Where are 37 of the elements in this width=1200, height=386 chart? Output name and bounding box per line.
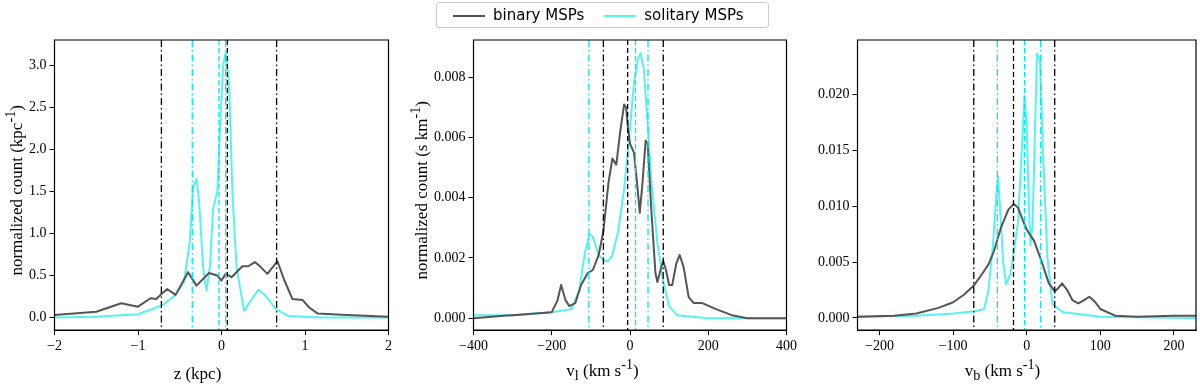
- y-tick-label: 1.0: [29, 225, 47, 241]
- x-axis-title: v$_{b}$ (km s$^{-1}$): [963, 355, 1042, 384]
- x-axis-title: z (kpc): [172, 364, 223, 384]
- x-tick-label: −200: [865, 338, 895, 354]
- x-tick-label: 400: [776, 338, 797, 354]
- y-tick-label: 2.0: [29, 141, 47, 157]
- y-tick-label: 0.015: [818, 142, 850, 158]
- x-tick-label: 0: [626, 338, 634, 354]
- x-tick-label: −200: [537, 338, 567, 354]
- x-tick-label: 0: [1023, 338, 1031, 354]
- y-tick-label: 0.020: [818, 86, 850, 102]
- x-tick-label: 200: [1163, 338, 1185, 354]
- legend-label: solitary MSPs: [644, 6, 744, 24]
- y-tick-label: 0.008: [434, 69, 466, 84]
- y-tick-label: 3.0: [29, 56, 47, 72]
- x-tick-label: −2: [47, 338, 62, 354]
- y-tick-label: 0.010: [818, 197, 850, 213]
- y-tick-label: 0.005: [818, 253, 850, 269]
- y-tick-label: 0.006: [434, 129, 466, 145]
- y-tick-label: 0.002: [434, 249, 466, 265]
- y-tick-label: 0.000: [434, 309, 466, 325]
- x-axis-title: v$_{l}$ (km s$^{-1}$): [565, 355, 640, 384]
- x-tick-label: −400: [459, 338, 488, 354]
- y-tick-label: 0.004: [434, 189, 466, 205]
- x-tick-label: −1: [130, 338, 146, 354]
- x-tick-label: 1: [301, 338, 309, 354]
- y-tick-label: 0.5: [29, 267, 47, 283]
- x-tick-label: 2: [385, 338, 392, 354]
- x-tick-label: 200: [697, 338, 719, 354]
- y-tick-label: 0.0: [29, 309, 47, 325]
- legend-label: binary MSPs: [493, 6, 585, 24]
- x-tick-label: −100: [938, 338, 968, 354]
- y-tick-label: 0.000: [818, 309, 850, 325]
- y-tick-label: 2.5: [29, 98, 47, 114]
- x-tick-label: 100: [1089, 338, 1111, 354]
- y-tick-label: 1.5: [29, 183, 47, 199]
- x-tick-label: 0: [218, 338, 225, 354]
